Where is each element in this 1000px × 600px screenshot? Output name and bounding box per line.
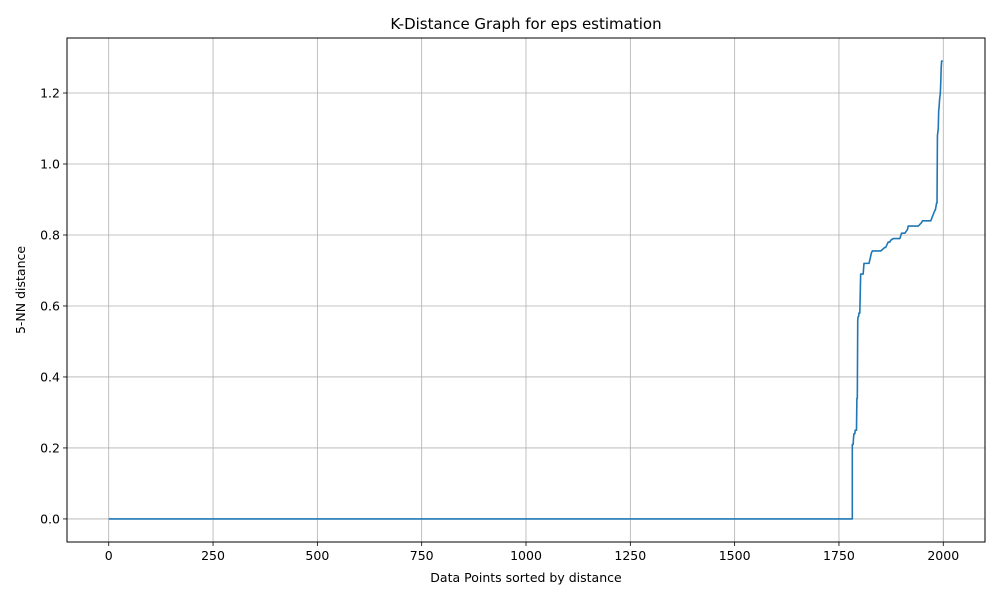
x-tick-label: 0 — [105, 548, 113, 563]
x-tick-label: 1000 — [510, 548, 542, 563]
x-tick-label: 1250 — [614, 548, 646, 563]
x-axis-label: Data Points sorted by distance — [430, 570, 622, 585]
series-layer — [108, 60, 943, 520]
y-tick-label: 0.4 — [40, 369, 60, 384]
x-tick-label: 250 — [201, 548, 225, 563]
y-axis-ticks: 0.0 0.2 0.4 0.6 0.8 1.0 1.2 — [40, 86, 67, 526]
x-tick-label: 750 — [410, 548, 434, 563]
series-line — [108, 60, 943, 520]
y-tick-label: 1.2 — [40, 86, 60, 101]
y-tick-label: 0.8 — [40, 227, 60, 242]
y-tick-label: 1.0 — [40, 157, 60, 172]
x-tick-label: 500 — [305, 548, 329, 563]
x-tick-label: 2000 — [927, 548, 959, 563]
y-axis-label: 5-NN distance — [13, 246, 28, 334]
y-tick-label: 0.6 — [40, 298, 60, 313]
x-tick-label: 1500 — [719, 548, 751, 563]
x-tick-label: 1750 — [823, 548, 855, 563]
y-tick-label: 0.0 — [40, 511, 60, 526]
x-axis-ticks: 0 250 500 750 1000 1250 1500 1750 2000 — [105, 542, 959, 563]
chart-title: K-Distance Graph for eps estimation — [390, 15, 661, 33]
y-tick-label: 0.2 — [40, 440, 60, 455]
